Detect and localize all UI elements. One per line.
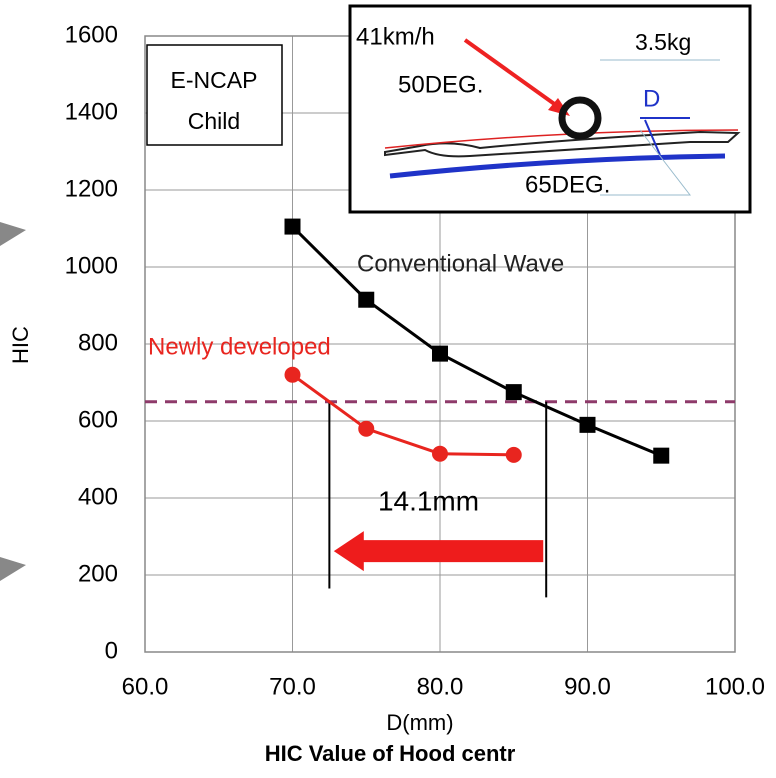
- y-tick-label: 400: [78, 483, 118, 510]
- arrow-label: 14.1mm: [378, 486, 479, 517]
- marks: [145, 218, 735, 598]
- legend-box: [146, 44, 283, 146]
- x-tick-label: 90.0: [564, 673, 611, 700]
- inset-text: 65DEG.: [525, 171, 610, 198]
- y-tick-label: 1000: [65, 252, 118, 279]
- x-tick-label: 100.0: [705, 673, 765, 700]
- point: [505, 446, 522, 463]
- legend-box-text: E-NCAP: [171, 67, 258, 93]
- y-tick-label: 200: [78, 560, 118, 587]
- point: [505, 384, 522, 401]
- point: [653, 447, 670, 464]
- y-tick-label: 1400: [65, 98, 118, 125]
- point: [432, 345, 448, 362]
- hood: [384, 130, 741, 158]
- point: [284, 366, 301, 383]
- headform: [558, 96, 602, 140]
- decor-triangle: [0, 222, 26, 246]
- y-tick-label: 1200: [65, 175, 118, 202]
- engine-line: [389, 153, 726, 179]
- x-tick-label: 60.0: [122, 673, 169, 700]
- inset-text: 41km/h: [356, 23, 435, 50]
- point: [579, 416, 596, 433]
- inset-text: 3.5kg: [635, 29, 691, 55]
- legend-box-text: Child: [188, 108, 240, 134]
- y-tick-label: 600: [78, 406, 118, 433]
- point: [284, 218, 301, 235]
- inset: 41km/h 3.5kg 50DEG. D 65DEG.: [348, 4, 752, 214]
- point: [432, 445, 448, 462]
- series-line: [291, 373, 514, 457]
- chart-title: HIC Value of Hood centr: [265, 741, 516, 766]
- y-tick-label: 1600: [65, 21, 118, 48]
- point: [358, 420, 375, 437]
- impact-arrow: [463, 38, 562, 110]
- angle-line: [600, 129, 692, 196]
- x-tick-label: 70.0: [269, 673, 316, 700]
- series-label: Conventional Wave: [357, 250, 564, 277]
- d-marker: [640, 117, 690, 156]
- inset-text: 50DEG.: [398, 71, 483, 98]
- x-tick-label: 80.0: [417, 673, 464, 700]
- hood-surface: [384, 129, 739, 149]
- x-axis-label: D(mm): [386, 710, 453, 735]
- series-line: [291, 225, 662, 458]
- point: [358, 291, 375, 308]
- decor-triangle: [0, 557, 26, 581]
- series-label: Newly developed: [148, 333, 331, 360]
- inset-text: D: [643, 85, 660, 112]
- y-axis-label: HIC: [8, 326, 33, 364]
- shift-arrow: [333, 531, 544, 572]
- y-tick-label: 800: [78, 329, 118, 356]
- y-tick-label: 0: [105, 637, 118, 664]
